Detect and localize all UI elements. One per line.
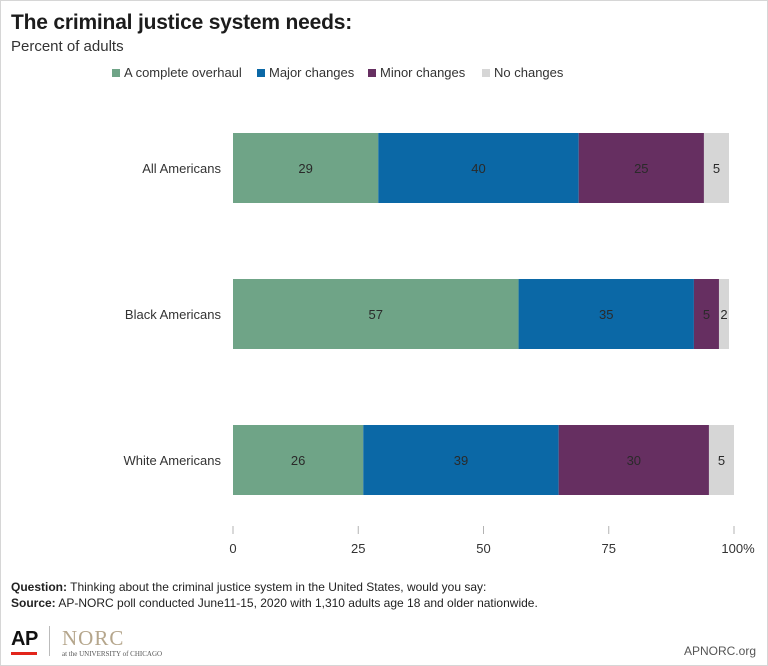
bar-segment [693, 279, 719, 349]
legend-label: Minor changes [380, 65, 466, 80]
data-label: 2 [720, 307, 727, 322]
legend-item: A complete overhaul [112, 65, 242, 80]
logo-bar: AP NORC at the UNIVERSITY of CHICAGO APN… [0, 620, 768, 666]
bar-segment [558, 425, 709, 495]
bar-segment [233, 133, 379, 203]
legend-item: Major changes [257, 65, 354, 80]
data-label: 39 [454, 453, 468, 468]
bar-segment [233, 425, 364, 495]
bar-segment [708, 425, 734, 495]
data-label: 29 [298, 161, 312, 176]
bar-segment [378, 133, 579, 203]
legend-swatch [257, 69, 265, 77]
legend-item: Minor changes [368, 65, 465, 80]
legend-item: No changes [482, 65, 563, 80]
ap-logo: AP [11, 628, 38, 650]
x-tick-label: 75 [602, 541, 616, 556]
logo-divider [49, 626, 50, 656]
data-label: 5 [713, 161, 720, 176]
footer-notes: Question: Thinking about the criminal ju… [11, 579, 538, 611]
bar-segment [518, 279, 694, 349]
legend-label: Major changes [269, 65, 355, 80]
category-label: All Americans [142, 161, 221, 176]
chart-title: The criminal justice system needs: [11, 11, 353, 34]
x-tick-label: 0 [229, 541, 236, 556]
data-label: 30 [627, 453, 641, 468]
bar-segment [233, 279, 519, 349]
norc-logo-subtitle: at the UNIVERSITY of CHICAGO [62, 650, 163, 658]
x-tick-label: 25 [351, 541, 365, 556]
category-label: Black Americans [125, 307, 222, 322]
data-label: 26 [291, 453, 305, 468]
bar-segment [578, 133, 704, 203]
bar-segment [718, 279, 729, 349]
data-label: 5 [718, 453, 725, 468]
category-label: White Americans [123, 453, 221, 468]
x-tick-label: 50 [476, 541, 490, 556]
data-label: 57 [369, 307, 383, 322]
data-label: 25 [634, 161, 648, 176]
norc-logo: NORC [62, 626, 125, 650]
apnorc-url: APNORC.org [683, 644, 756, 658]
source-note: Source: AP-NORC poll conducted June11-15… [11, 595, 538, 611]
legend-label: A complete overhaul [124, 65, 242, 80]
legend-swatch [482, 69, 490, 77]
source-text: AP-NORC poll conducted June11-15, 2020 w… [58, 596, 538, 610]
data-label: 35 [599, 307, 613, 322]
bar-segment [363, 425, 559, 495]
legend-label: No changes [494, 65, 564, 80]
question-text: Thinking about the criminal justice syst… [70, 580, 487, 594]
data-label: 5 [703, 307, 710, 322]
ap-logo-underline [11, 652, 37, 655]
x-tick-label: 100% [721, 541, 755, 556]
data-label: 40 [471, 161, 485, 176]
question-label: Question: [11, 580, 67, 594]
legend: A complete overhaul Major changes Minor ch… [0, 65, 768, 83]
legend-swatch [112, 69, 120, 77]
legend-swatch [368, 69, 376, 77]
bar-segment [703, 133, 729, 203]
chart-subtitle: Percent of adults [11, 38, 124, 55]
question-note: Question: Thinking about the criminal ju… [11, 579, 538, 595]
source-label: Source: [11, 596, 56, 610]
